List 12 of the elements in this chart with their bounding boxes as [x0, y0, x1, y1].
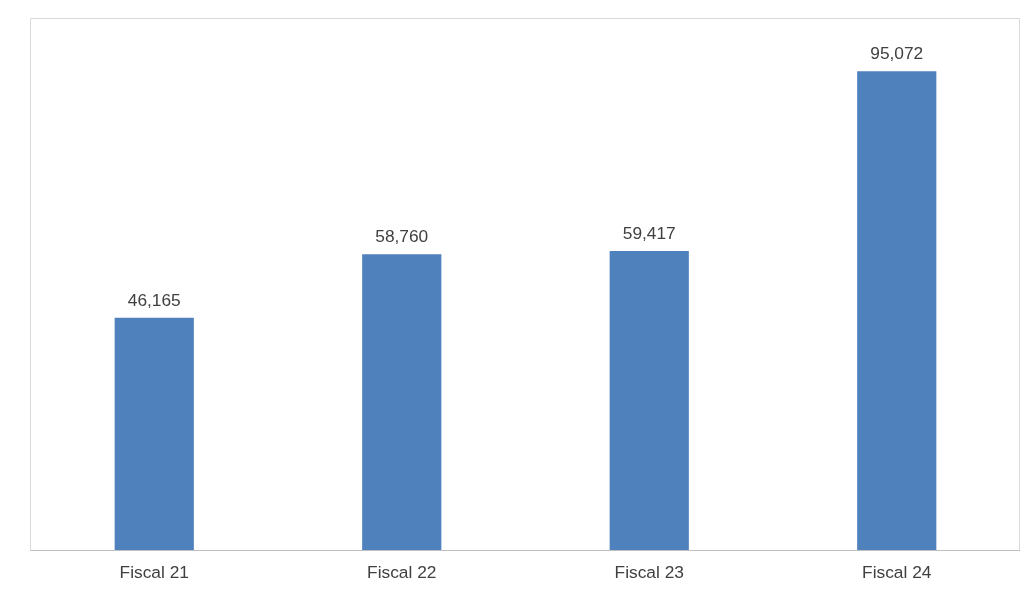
bar	[114, 317, 194, 551]
data-label: 95,072	[870, 43, 924, 64]
bar	[609, 250, 689, 551]
x-tick-label: Fiscal 24	[862, 561, 932, 582]
x-tick-label: Fiscal 23	[614, 561, 684, 582]
bar	[857, 71, 937, 551]
data-label: 58,760	[375, 226, 429, 247]
x-tick-label: Fiscal 21	[119, 561, 189, 582]
bar	[362, 254, 442, 551]
data-label: 59,417	[622, 222, 676, 243]
data-label: 46,165	[127, 289, 181, 310]
x-tick-label: Fiscal 22	[367, 561, 437, 582]
